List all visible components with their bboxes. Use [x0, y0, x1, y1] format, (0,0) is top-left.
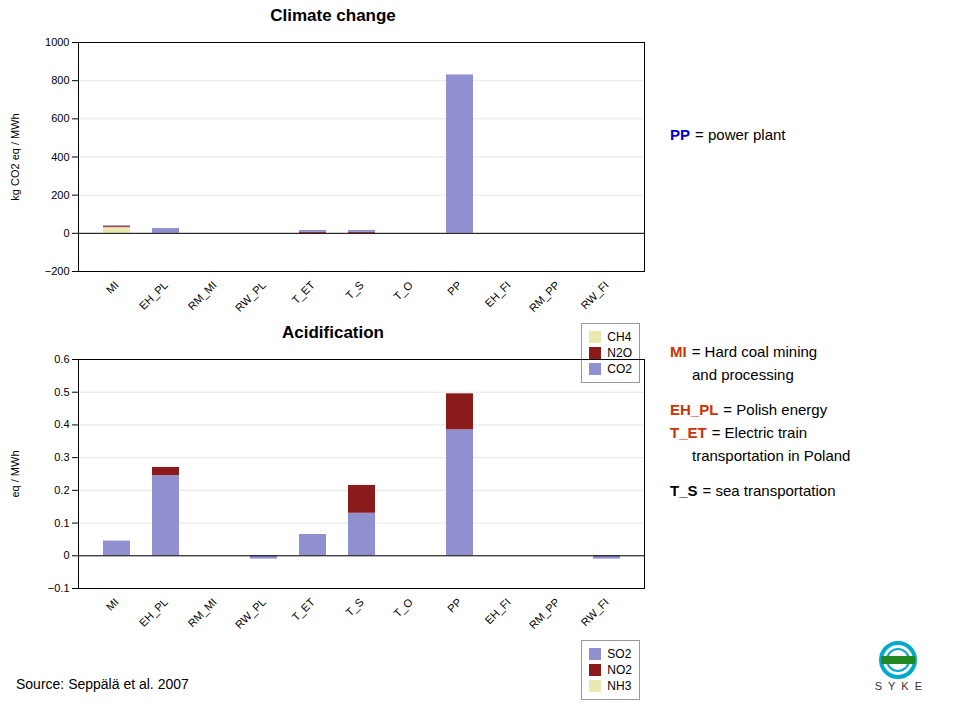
- svg-text:0: 0: [63, 227, 69, 239]
- html-text:Source: Seppälä et al. 2007: Source: Seppälä et al. 2007: [16, 676, 189, 692]
- html-text:EH_PL = Polish energy: EH_PL = Polish energy: [670, 401, 828, 418]
- svg-text:EH_FI: EH_FI: [482, 279, 513, 310]
- svg-text:RM_MI: RM_MI: [185, 596, 219, 630]
- svg-text:1000: 1000: [45, 36, 69, 48]
- html-text:CH4: CH4: [607, 330, 632, 344]
- html-text:S Y K E: S Y K E: [874, 680, 922, 692]
- html-text:T_S = sea transportation: T_S = sea transportation: [670, 482, 836, 499]
- svg-text:MI: MI: [104, 279, 121, 296]
- html-text:MI = Hard coal mining: MI = Hard coal mining: [670, 343, 818, 360]
- svg-text:0.2: 0.2: [54, 484, 69, 496]
- svg-text:RW_FI: RW_FI: [578, 596, 611, 629]
- svg-text:0.4: 0.4: [54, 418, 69, 430]
- svg-text:200: 200: [51, 189, 69, 201]
- html-text:PP = power plant: PP = power plant: [670, 126, 786, 143]
- svg-text:0.1: 0.1: [54, 517, 69, 529]
- html-text:transportation in Poland: transportation in Poland: [692, 447, 851, 464]
- svg-text:EH_PL: EH_PL: [137, 596, 170, 629]
- html-text:and processing: and processing: [692, 366, 794, 383]
- svg-text:RM_PP: RM_PP: [527, 596, 562, 631]
- html-text:SO2: SO2: [607, 647, 632, 661]
- html-text:N2O: N2O: [607, 346, 632, 360]
- html-text:Climate change: Climate change: [270, 6, 396, 25]
- svg-text:600: 600: [51, 112, 69, 124]
- svg-text:0: 0: [63, 549, 69, 561]
- svg-text:PP: PP: [445, 596, 464, 615]
- svg-text:−0.1: −0.1: [48, 582, 70, 594]
- html-text:Acidification: Acidification: [282, 323, 384, 342]
- svg-text:kg CO2 eq / MWh: kg CO2 eq / MWh: [9, 113, 21, 200]
- svg-text:EH_PL: EH_PL: [137, 279, 170, 312]
- svg-text:T_S: T_S: [343, 596, 366, 619]
- svg-text:T_S: T_S: [343, 279, 366, 302]
- svg-text:RM_MI: RM_MI: [185, 279, 219, 313]
- svg-text:RM_PP: RM_PP: [527, 279, 562, 314]
- svg-text:T_O: T_O: [391, 595, 415, 619]
- svg-text:RW_FI: RW_FI: [578, 279, 611, 312]
- svg-text:T_ET: T_ET: [289, 279, 317, 307]
- html-text:NO2: NO2: [607, 663, 632, 677]
- html-text:CO2: CO2: [607, 362, 632, 376]
- svg-text:RW_PL: RW_PL: [233, 596, 268, 631]
- svg-text:EH_FI: EH_FI: [482, 596, 513, 627]
- svg-text:PP: PP: [445, 279, 464, 298]
- svg-text:800: 800: [51, 74, 69, 86]
- svg-text:RW_PL: RW_PL: [233, 279, 268, 314]
- svg-text:−200: −200: [45, 265, 70, 277]
- svg-text:0.5: 0.5: [54, 386, 69, 398]
- svg-text:eq / MWh: eq / MWh: [9, 450, 21, 497]
- svg-text:MI: MI: [104, 596, 121, 613]
- svg-text:400: 400: [51, 151, 69, 163]
- html-text:NH3: NH3: [607, 679, 632, 693]
- html-text:T_ET = Electric train: T_ET = Electric train: [670, 424, 808, 441]
- svg-text:0.3: 0.3: [54, 451, 69, 463]
- svg-text:T_ET: T_ET: [289, 596, 317, 624]
- svg-text:0.6: 0.6: [54, 353, 69, 365]
- svg-text:T_O: T_O: [391, 278, 415, 302]
